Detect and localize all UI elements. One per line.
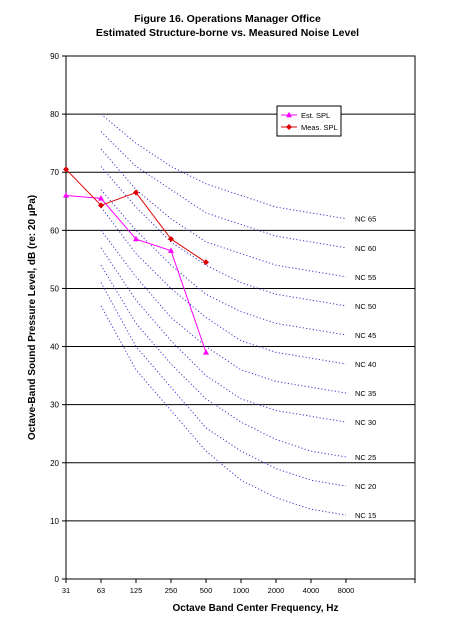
nc-curve-label: NC 60 — [355, 244, 376, 253]
data-point-marker — [286, 111, 292, 118]
x-tick-label: 4000 — [303, 586, 320, 595]
data-point-marker — [203, 259, 209, 266]
data-point-marker — [133, 235, 139, 242]
nc-curve — [100, 148, 347, 278]
x-tick-label: 250 — [165, 586, 178, 595]
data-point-marker — [98, 195, 104, 201]
nc-curve-label: NC 45 — [355, 331, 376, 340]
x-tick-label: 500 — [200, 586, 213, 595]
y-tick-label: 0 — [55, 575, 60, 584]
x-tick-label: 31 — [62, 586, 70, 595]
plot-area-border — [65, 55, 416, 580]
data-point-marker — [63, 192, 69, 198]
y-tick-label: 20 — [50, 459, 59, 468]
x-tick-label: 8000 — [338, 586, 355, 595]
nc-curve — [100, 189, 347, 336]
nc-curve-label: NC 65 — [355, 215, 376, 224]
nc-curve-label: NC 55 — [355, 273, 376, 282]
nc-curve — [100, 206, 347, 365]
nc-curve — [100, 264, 347, 458]
y-tick-label: 30 — [50, 401, 59, 410]
x-tick-label: 2000 — [268, 586, 285, 595]
nc-curve-label: NC 20 — [355, 482, 376, 491]
data-point-marker — [63, 166, 69, 173]
series-line — [65, 168, 207, 263]
data-point-marker — [168, 247, 174, 253]
nc-curve-label: NC 15 — [355, 511, 376, 520]
data-point-marker — [168, 236, 174, 243]
nc-curve — [100, 305, 347, 516]
y-tick-label: 40 — [50, 343, 59, 352]
data-point-marker — [98, 202, 104, 209]
y-axis-title: Octave-Band Sound Pressure Level, dB (re… — [27, 195, 38, 440]
nc-curve — [100, 166, 347, 307]
nc-curve — [100, 230, 347, 394]
data-point-marker — [203, 349, 209, 355]
nc-curve-label: NC 30 — [355, 418, 376, 427]
y-tick-label: 60 — [50, 226, 59, 235]
x-axis-title: Octave Band Center Frequency, Hz — [173, 603, 339, 614]
nc-curve-label: NC 50 — [355, 302, 376, 311]
nc-curve-label: NC 25 — [355, 453, 376, 462]
chart-title: Figure 16. Operations Manager Office — [134, 13, 321, 25]
nc-curve — [100, 282, 347, 487]
legend-box — [276, 105, 342, 137]
x-tick-label: 125 — [130, 586, 143, 595]
data-point-marker — [133, 189, 139, 196]
y-tick-label: 70 — [50, 168, 59, 177]
y-tick-label: 80 — [50, 110, 59, 119]
chart-subtitle: Estimated Structure-borne vs. Measured N… — [95, 27, 360, 39]
nc-curve-label: NC 35 — [355, 389, 376, 398]
nc-curve-label: NC 40 — [355, 360, 376, 369]
y-tick-label: 90 — [50, 52, 59, 61]
y-tick-label: 50 — [50, 284, 59, 293]
legend-label: Meas. SPL — [301, 123, 338, 132]
data-point-marker — [286, 124, 292, 130]
x-tick-label: 63 — [97, 586, 105, 595]
x-tick-label: 1000 — [233, 586, 250, 595]
y-tick-label: 10 — [50, 517, 59, 526]
legend-label: Est. SPL — [301, 111, 330, 120]
nc-curve — [100, 247, 347, 423]
